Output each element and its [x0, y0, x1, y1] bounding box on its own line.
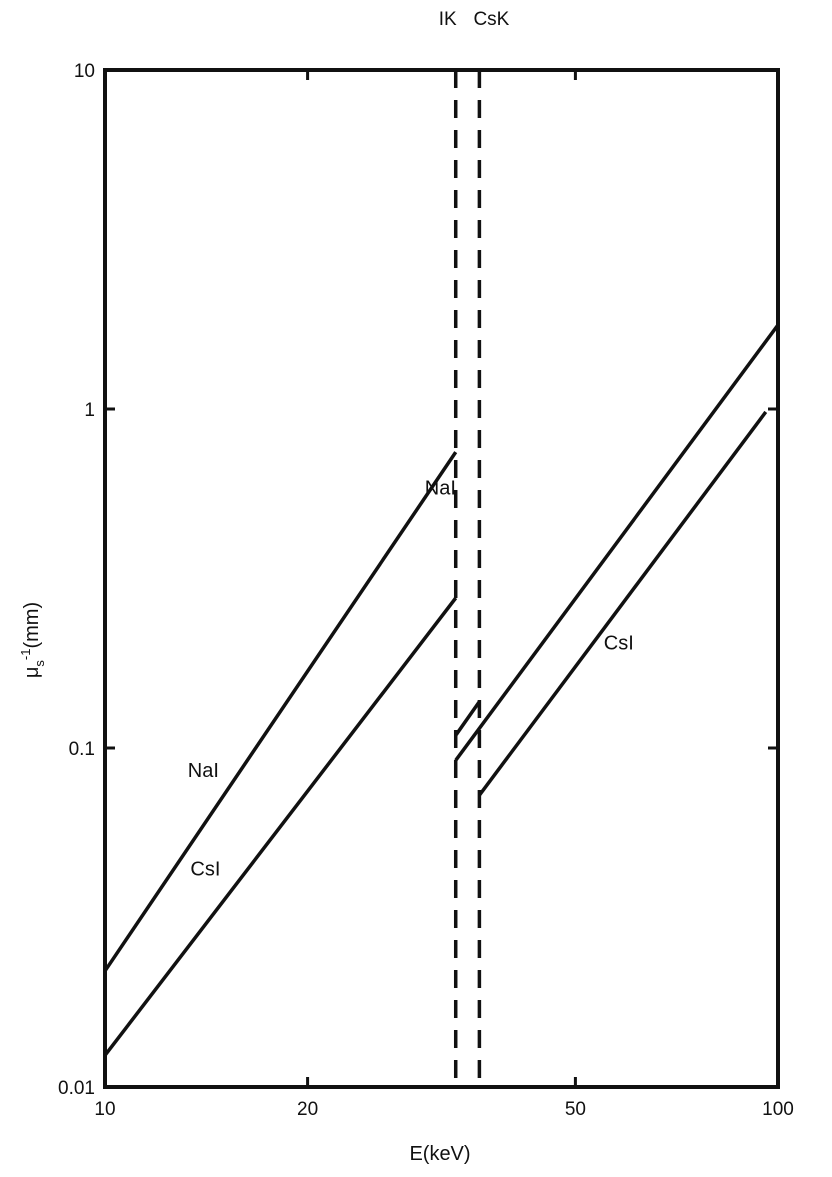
edge-label: IK: [439, 9, 457, 30]
annotations: NaI CsI NaI CsI: [188, 477, 634, 880]
series-line-csi: [103, 596, 458, 1057]
y-label-sub: s: [32, 660, 47, 667]
y-label-unit: (mm): [21, 602, 43, 649]
series-line-nai: [103, 451, 458, 972]
series-label: NaI: [188, 760, 219, 782]
edge-label: CsK: [473, 9, 509, 30]
x-axis-label: E(keV): [409, 1143, 470, 1165]
x-tick-label: 10: [94, 1099, 115, 1120]
series-label: CsI: [190, 859, 220, 881]
absorption-edges: IK CsK: [439, 9, 510, 1087]
series-line-nai: [454, 323, 780, 762]
x-tick-label: 50: [565, 1099, 586, 1120]
y-axis-label: μs-1(mm): [18, 602, 47, 678]
y-label-mu: μ: [21, 667, 43, 679]
y-label-sup: -1: [18, 649, 33, 661]
series-lines: [103, 323, 780, 1057]
series-line-csi: [454, 700, 481, 737]
plot-border: [103, 68, 780, 1089]
x-tick-label: 20: [297, 1099, 318, 1120]
series-label: NaI: [425, 477, 456, 499]
axis-ticks: 10 20 50 100 0.01 0.1 1 10: [58, 61, 794, 1120]
y-tick-label: 1: [84, 400, 95, 421]
y-tick-label: 0.1: [69, 739, 95, 760]
x-tick-label: 100: [762, 1099, 794, 1120]
y-tick-label: 10: [74, 61, 95, 82]
series-line-csi: [477, 410, 768, 797]
series-label: CsI: [604, 633, 634, 655]
plot-frame: [103, 68, 780, 1089]
svg-text:μs-1(mm): μs-1(mm): [18, 602, 47, 678]
y-tick-label: 0.01: [58, 1078, 95, 1099]
